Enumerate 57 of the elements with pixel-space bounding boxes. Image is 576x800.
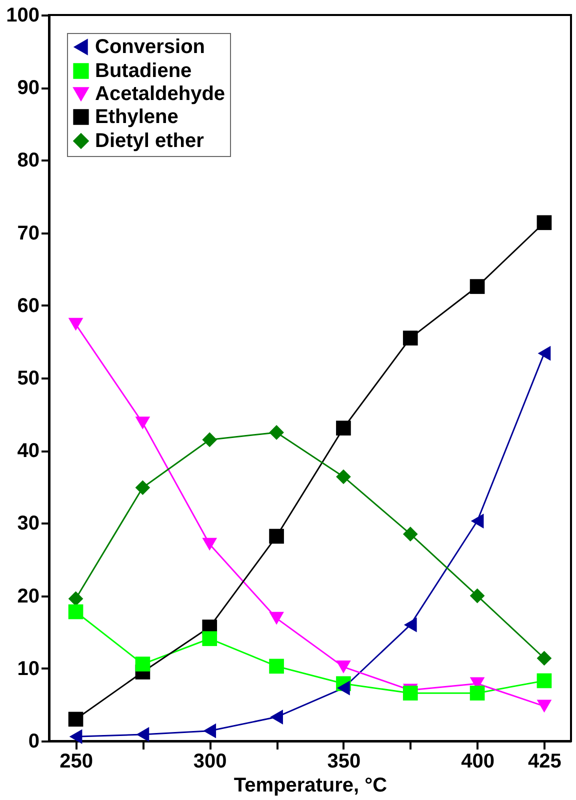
point: [135, 656, 150, 672]
point: [336, 660, 351, 674]
point: [202, 432, 218, 448]
point: [536, 673, 552, 688]
point: [404, 617, 417, 632]
point: [336, 420, 351, 436]
point: [68, 604, 84, 620]
point: [269, 612, 284, 625]
point: [402, 526, 418, 542]
point: [470, 686, 485, 700]
y-tick-label: 70: [17, 222, 40, 244]
point: [470, 588, 485, 604]
point: [336, 469, 351, 484]
point: [269, 425, 284, 440]
point: [202, 538, 218, 551]
point: [69, 729, 82, 744]
y-tick-label: 80: [17, 150, 40, 172]
y-tick-label: 0: [28, 730, 40, 752]
point: [202, 631, 218, 646]
legend-label: Conversion: [95, 36, 206, 58]
y-tick-label: 30: [17, 512, 40, 535]
x-tick-label: 425: [528, 750, 562, 772]
y-tick-label: 60: [17, 294, 40, 317]
point: [470, 279, 485, 294]
point: [538, 346, 551, 361]
point: [536, 650, 552, 666]
point: [536, 700, 552, 713]
point: [270, 710, 283, 724]
y-tick-label: 50: [17, 368, 40, 390]
y-tick-label: 90: [17, 77, 40, 100]
point: [337, 680, 350, 696]
point: [470, 514, 484, 528]
point: [68, 712, 84, 727]
point: [136, 727, 150, 742]
legend-label: Butadiene: [95, 60, 192, 82]
point: [203, 723, 216, 738]
point: [402, 686, 418, 700]
x-tick-label: 400: [461, 750, 494, 772]
point: [135, 480, 150, 496]
x-tick-label: 300: [193, 750, 227, 772]
point: [135, 416, 150, 430]
y-tick-label: 10: [17, 658, 40, 680]
point: [68, 591, 84, 606]
x-tick-label: 350: [327, 750, 361, 772]
x-axis-title: Temperature, °C: [234, 774, 388, 796]
y-tick-label: 40: [17, 440, 40, 462]
legend-label: Acetaldehyde: [95, 83, 226, 105]
y-tick-label: 100: [6, 4, 40, 26]
y-tick-label: 20: [17, 585, 40, 608]
legend-label: Ethylene: [95, 106, 178, 128]
point: [402, 330, 418, 346]
point: [269, 528, 284, 544]
legend-label: Dietyl ether: [95, 130, 204, 152]
point: [269, 658, 284, 674]
point: [536, 215, 552, 230]
x-tick-label: 250: [60, 750, 93, 772]
point: [68, 318, 84, 331]
